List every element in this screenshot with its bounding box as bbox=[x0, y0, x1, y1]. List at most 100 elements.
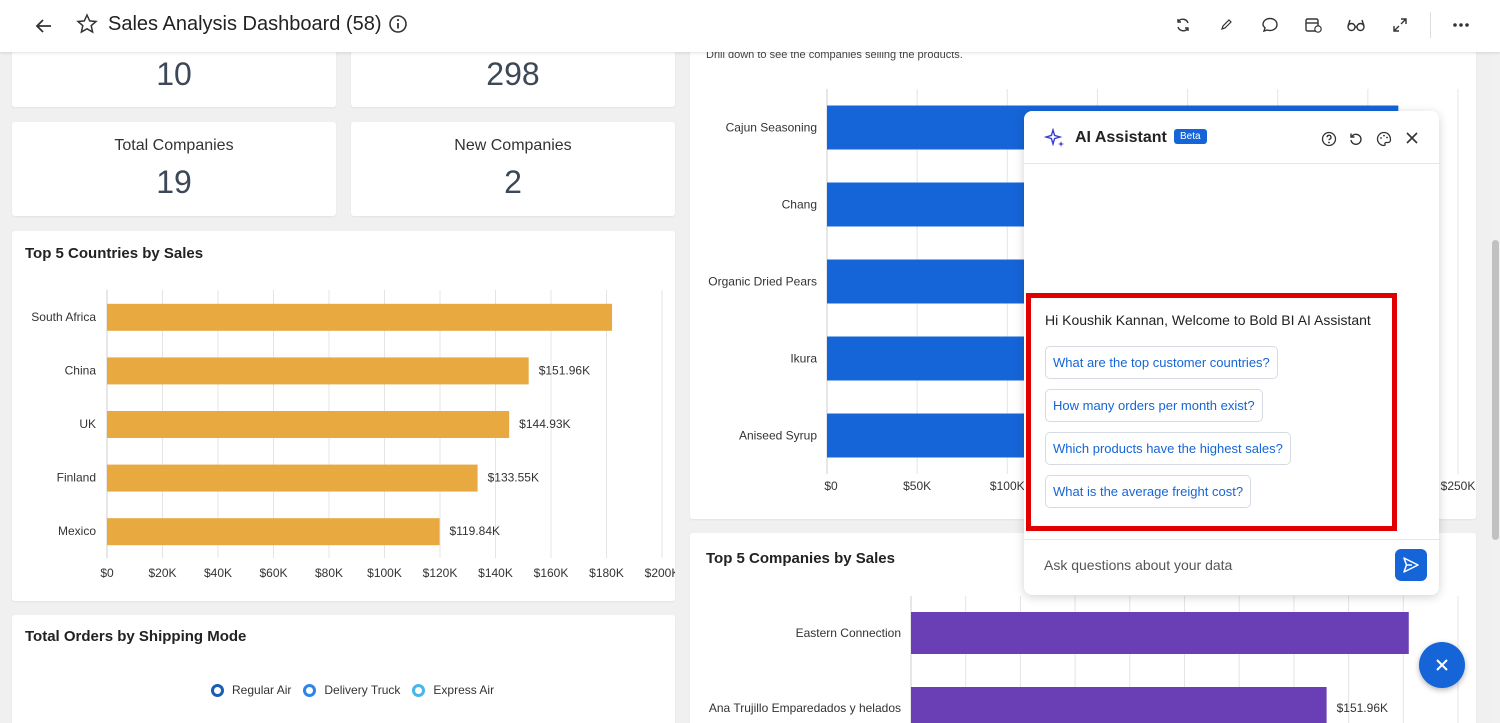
donut-legend-icon bbox=[412, 683, 426, 697]
kpi-card-2: 298 bbox=[351, 45, 675, 107]
donut-legend-icon bbox=[303, 683, 317, 697]
star-icon[interactable] bbox=[76, 13, 98, 35]
data-label: $119.84K bbox=[450, 524, 501, 538]
products-bar-chart: $0 $50K $100K $250K Cajun Seasoning Chang Orga… bbox=[708, 89, 1476, 493]
shipping-legend: Regular Air Delivery Truck Express Air bbox=[211, 683, 494, 697]
data-label: $133.55K bbox=[488, 471, 539, 485]
kpi-value: 298 bbox=[486, 56, 540, 92]
edit-icon[interactable] bbox=[1215, 14, 1237, 36]
y-tick-label: Eastern Connection bbox=[796, 626, 901, 640]
y-tick-label: Mexico bbox=[58, 524, 96, 538]
kpi-label: Total Companies bbox=[114, 137, 234, 154]
y-tick-label: Chang bbox=[782, 198, 817, 212]
fullscreen-icon[interactable] bbox=[1389, 14, 1411, 36]
kpi-value: 10 bbox=[156, 56, 192, 92]
chart-subtitle: Drill down to see the companies selling … bbox=[706, 49, 963, 61]
panel-header-divider bbox=[1024, 163, 1439, 164]
more-icon[interactable] bbox=[1450, 14, 1472, 36]
y-tick-label: South Africa bbox=[31, 310, 96, 324]
kpi-label: New Companies bbox=[454, 137, 572, 154]
bar bbox=[107, 303, 613, 331]
legend-label[interactable]: Delivery Truck bbox=[324, 683, 401, 697]
sparkle-icon bbox=[1043, 127, 1066, 155]
reset-icon[interactable] bbox=[1348, 131, 1364, 152]
page-scrollbar[interactable] bbox=[1491, 52, 1500, 723]
kpi-card-total-companies: Total Companies 19 bbox=[12, 122, 336, 216]
x-tick-label: $200K bbox=[645, 566, 675, 580]
info-icon[interactable] bbox=[388, 14, 408, 34]
suggestion-chip[interactable]: Which products have the highest sales? bbox=[1045, 432, 1291, 465]
y-tick-label: Aniseed Syrup bbox=[739, 429, 817, 443]
bar bbox=[107, 411, 510, 438]
send-icon bbox=[1403, 557, 1419, 573]
chart-title: Top 5 Countries by Sales bbox=[25, 245, 204, 262]
y-tick-label: Organic Dried Pears bbox=[708, 275, 817, 289]
kpi-value: 19 bbox=[156, 164, 192, 200]
companies-bar-chart: Eastern Connection Ana Trujillo Emparedad… bbox=[709, 596, 1459, 723]
x-tick-label: $250K bbox=[1441, 479, 1476, 493]
x-tick-label: $180K bbox=[589, 566, 624, 580]
data-label: $144.93K bbox=[519, 417, 570, 431]
x-tick-label: $40K bbox=[204, 566, 232, 580]
bar bbox=[107, 464, 478, 492]
close-icon bbox=[1436, 659, 1448, 671]
page-title: Sales Analysis Dashboard (58) bbox=[108, 13, 382, 35]
x-tick-label: $160K bbox=[534, 566, 569, 580]
close-icon[interactable] bbox=[1405, 131, 1419, 150]
panel-input-divider bbox=[1024, 539, 1439, 540]
beta-badge: Beta bbox=[1174, 129, 1207, 144]
x-tick-label: $100K bbox=[367, 566, 402, 580]
x-tick-label: $0 bbox=[824, 479, 838, 493]
legend-label[interactable]: Express Air bbox=[433, 683, 495, 697]
view-icon[interactable] bbox=[1345, 14, 1367, 36]
bar bbox=[911, 612, 1409, 654]
kpi-card-new-companies: New Companies 2 bbox=[351, 122, 675, 216]
x-tick-label: $50K bbox=[903, 479, 931, 493]
y-tick-label: China bbox=[65, 363, 97, 377]
suggestion-chip[interactable]: What is the average freight cost? bbox=[1045, 475, 1252, 508]
welcome-message: Hi Koushik Kannan, Welcome to Bold BI AI… bbox=[1045, 312, 1371, 328]
x-tick-label: $80K bbox=[315, 566, 343, 580]
y-tick-label: Cajun Seasoning bbox=[726, 121, 817, 135]
theme-icon[interactable] bbox=[1376, 131, 1392, 152]
dashboard-header: Sales Analysis Dashboard (58) bbox=[0, 0, 1500, 52]
y-tick-label: UK bbox=[79, 417, 96, 431]
donut-legend-icon bbox=[211, 683, 224, 697]
y-tick-label: Finland bbox=[57, 471, 96, 485]
toolbar-divider bbox=[1430, 12, 1431, 38]
schedule-icon[interactable] bbox=[1302, 14, 1324, 36]
x-tick-label: $20K bbox=[148, 566, 176, 580]
x-tick-label: $140K bbox=[478, 566, 513, 580]
bar bbox=[911, 687, 1327, 723]
shipping-chart-card: Total Orders by Shipping Mode Regular Ai… bbox=[12, 615, 675, 723]
x-tick-label: $100K bbox=[990, 479, 1025, 493]
x-tick-label: $60K bbox=[259, 566, 287, 580]
refresh-icon[interactable] bbox=[1172, 14, 1194, 36]
ai-assistant-title: AI Assistant bbox=[1075, 129, 1167, 146]
back-arrow-icon[interactable] bbox=[32, 14, 56, 38]
data-label: $151.96K bbox=[1337, 701, 1388, 715]
kpi-card-1: 10 bbox=[12, 45, 336, 107]
suggestion-chip[interactable]: What are the top customer countries? bbox=[1045, 346, 1278, 379]
ask-question-input[interactable] bbox=[1044, 555, 1384, 575]
legend-label[interactable]: Regular Air bbox=[232, 683, 292, 697]
data-label: $151.96K bbox=[539, 363, 590, 377]
help-icon[interactable] bbox=[1321, 131, 1337, 152]
chart-title: Total Orders by Shipping Mode bbox=[25, 628, 247, 645]
send-button[interactable] bbox=[1395, 549, 1427, 581]
x-tick-label: $120K bbox=[423, 566, 458, 580]
y-tick-label: Ana Trujillo Emparedados y helados bbox=[709, 701, 901, 715]
close-assistant-button[interactable] bbox=[1419, 642, 1465, 688]
scrollbar-thumb[interactable] bbox=[1492, 240, 1499, 540]
bar bbox=[107, 518, 440, 546]
comment-icon[interactable] bbox=[1259, 14, 1281, 36]
kpi-value: 2 bbox=[504, 164, 522, 200]
highlight-box bbox=[1026, 293, 1397, 531]
bar bbox=[107, 357, 529, 385]
chart-title: Top 5 Companies by Sales bbox=[706, 550, 895, 567]
x-tick-label: $0 bbox=[100, 566, 114, 580]
countries-bar-chart: $0 $20K $40K $60K $80K $100K $120K $140K $160K $1… bbox=[31, 290, 675, 580]
suggestion-chip[interactable]: How many orders per month exist? bbox=[1045, 389, 1263, 422]
y-tick-label: Ikura bbox=[790, 352, 817, 366]
countries-chart-card: Top 5 Countries by Sales $0 $20K $40K $60K $… bbox=[12, 231, 675, 601]
